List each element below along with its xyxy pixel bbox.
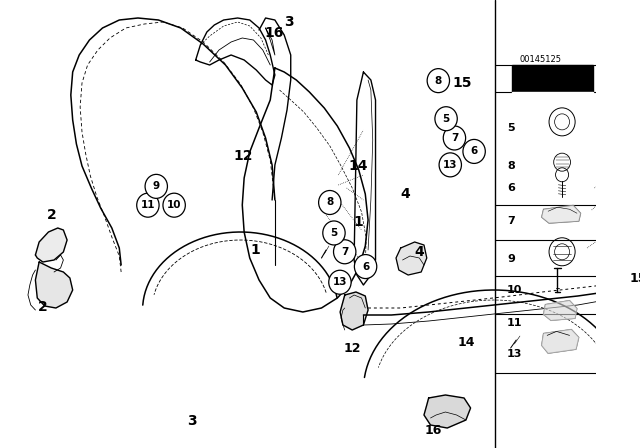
Text: 14: 14 <box>348 159 367 173</box>
Text: 14: 14 <box>457 336 475 349</box>
Text: 13: 13 <box>333 277 347 287</box>
Circle shape <box>163 193 186 217</box>
Circle shape <box>444 126 466 150</box>
Polygon shape <box>512 92 593 98</box>
Text: 8: 8 <box>507 161 515 171</box>
Text: 13: 13 <box>507 349 522 359</box>
Circle shape <box>329 270 351 294</box>
Text: 5: 5 <box>330 228 337 238</box>
Text: 4: 4 <box>401 187 410 202</box>
Text: 11: 11 <box>507 318 523 327</box>
Text: 9: 9 <box>507 254 515 264</box>
Text: 8: 8 <box>435 76 442 86</box>
Text: 12: 12 <box>344 341 361 354</box>
Text: 6: 6 <box>470 146 477 156</box>
Text: 1: 1 <box>354 215 364 229</box>
Circle shape <box>435 107 457 131</box>
Text: 8: 8 <box>326 198 333 207</box>
Polygon shape <box>512 65 593 92</box>
Text: 5: 5 <box>507 123 515 133</box>
Text: 3: 3 <box>188 414 197 428</box>
Text: 6: 6 <box>507 183 515 193</box>
Circle shape <box>145 174 168 198</box>
Text: 5: 5 <box>442 114 450 124</box>
Circle shape <box>319 190 341 215</box>
Text: 10: 10 <box>507 285 522 295</box>
Text: 2: 2 <box>38 300 48 314</box>
Polygon shape <box>424 395 470 428</box>
Polygon shape <box>605 298 636 332</box>
Text: 10: 10 <box>167 200 181 210</box>
Text: 16: 16 <box>424 423 442 436</box>
Text: 2: 2 <box>46 208 56 222</box>
Text: 16: 16 <box>265 26 284 40</box>
Circle shape <box>355 254 377 279</box>
Circle shape <box>463 139 485 164</box>
Polygon shape <box>541 205 580 223</box>
Polygon shape <box>35 262 73 308</box>
Circle shape <box>427 69 449 93</box>
Text: 11: 11 <box>141 200 155 210</box>
Text: 3: 3 <box>284 15 294 29</box>
Text: 7: 7 <box>451 133 458 143</box>
Text: 00145125: 00145125 <box>520 55 561 64</box>
Circle shape <box>333 240 356 264</box>
Text: 15: 15 <box>452 76 472 90</box>
Text: 1: 1 <box>250 243 260 257</box>
Polygon shape <box>543 301 577 320</box>
Text: 4: 4 <box>415 245 424 259</box>
Text: 15: 15 <box>630 271 640 284</box>
Text: 7: 7 <box>341 247 348 257</box>
Text: 9: 9 <box>153 181 160 191</box>
Polygon shape <box>35 228 67 262</box>
Polygon shape <box>598 282 629 322</box>
Text: 7: 7 <box>507 216 515 226</box>
Text: 12: 12 <box>234 149 253 163</box>
Polygon shape <box>541 329 579 353</box>
Circle shape <box>323 221 345 245</box>
Polygon shape <box>340 292 368 330</box>
Polygon shape <box>396 242 427 275</box>
Circle shape <box>137 193 159 217</box>
Text: 13: 13 <box>443 160 458 170</box>
Text: 6: 6 <box>362 262 369 271</box>
Circle shape <box>439 153 461 177</box>
